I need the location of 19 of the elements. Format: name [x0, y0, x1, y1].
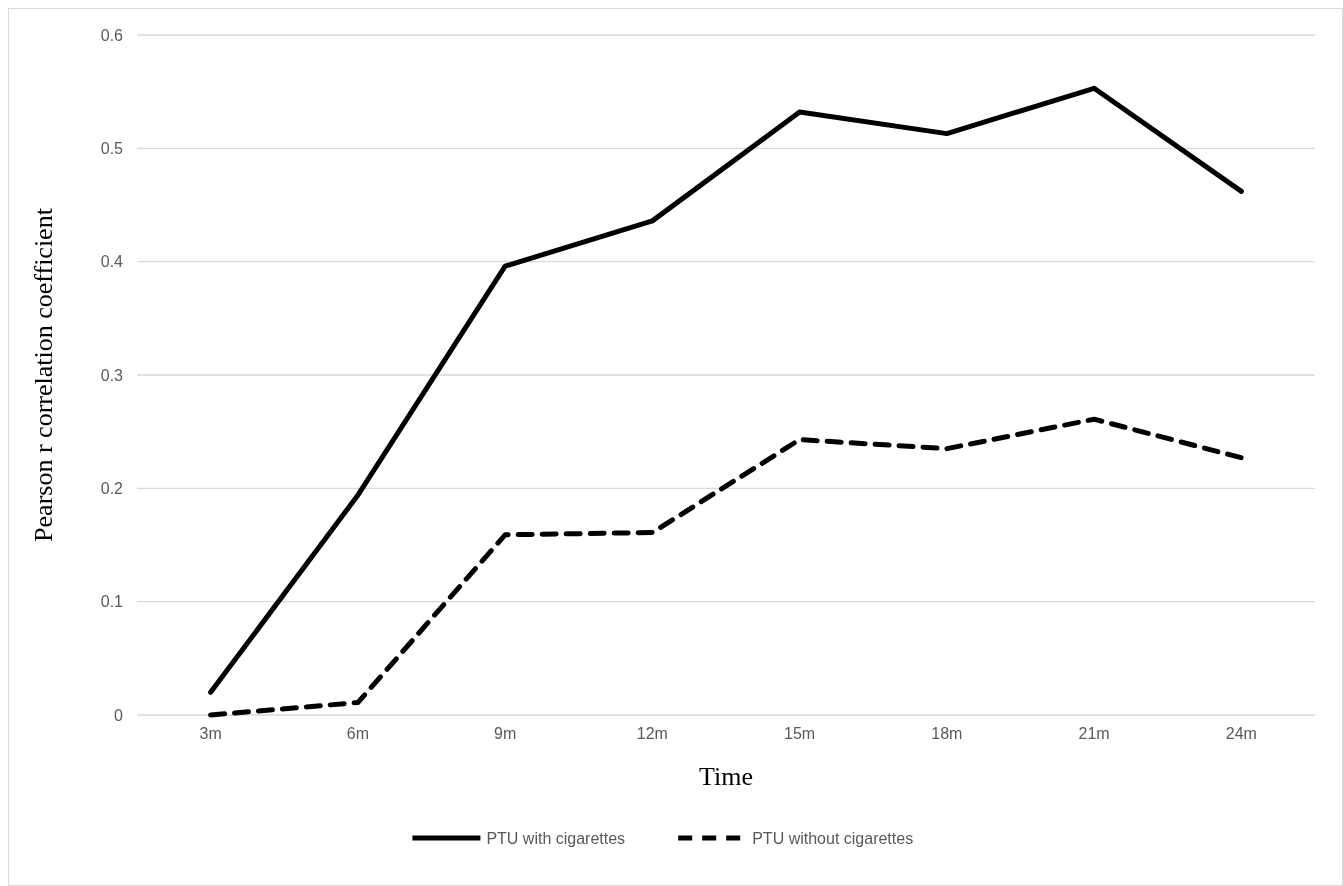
- x-tick-label: 15m: [784, 725, 816, 742]
- x-tick-label: 9m: [494, 725, 517, 742]
- y-tick-label: 0.4: [100, 253, 124, 271]
- x-tick-label: 3m: [199, 725, 222, 742]
- x-tick-label: 6m: [346, 725, 369, 742]
- x-tick-label: 24m: [1225, 725, 1257, 742]
- y-tick-label: 0.6: [100, 26, 124, 44]
- y-tick-label: 0.3: [100, 366, 124, 384]
- legend-label: PTU with cigarettes: [486, 829, 626, 847]
- x-tick-label: 12m: [636, 725, 668, 742]
- y-tick-label: 0.5: [100, 139, 124, 157]
- x-tick-label: 21m: [1078, 725, 1110, 742]
- legend-label: PTU without cigarettes: [752, 829, 914, 847]
- y-tick-label: 0: [114, 706, 124, 724]
- y-tick-label: 0.1: [100, 593, 124, 611]
- x-tick-label: 18m: [931, 725, 963, 742]
- y-tick-label: 0.2: [100, 479, 124, 497]
- x-axis-title: Time: [699, 762, 753, 791]
- y-axis-title: Pearson r correlation coefficient: [29, 207, 58, 542]
